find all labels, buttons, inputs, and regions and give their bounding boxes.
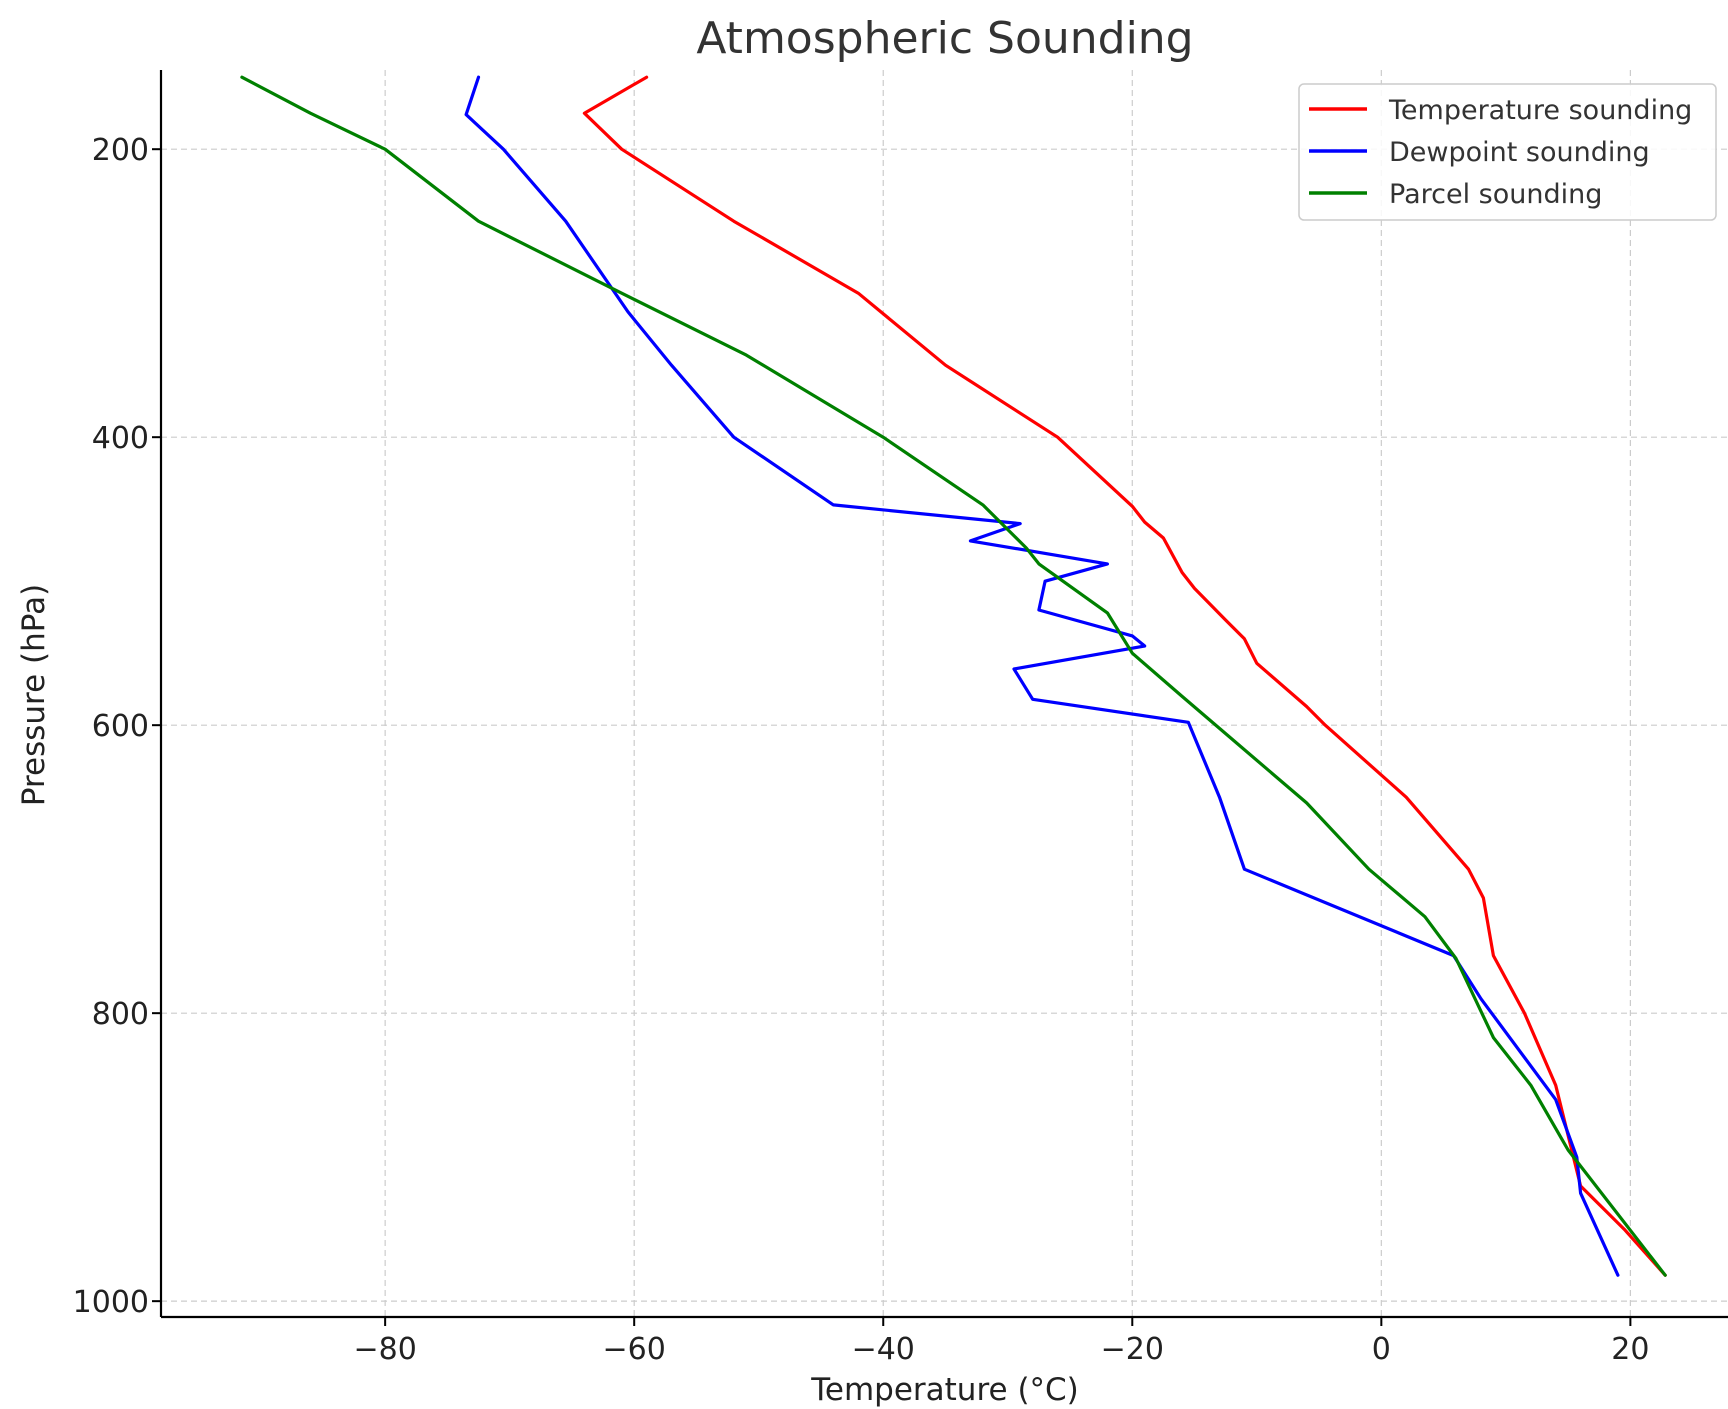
x-tick-label: −20	[1101, 1332, 1164, 1367]
x-tick-label: 20	[1611, 1332, 1649, 1367]
legend-label-parcel: Parcel sounding	[1389, 179, 1602, 210]
legend-label-dewpoint: Dewpoint sounding	[1389, 137, 1650, 168]
legend: Temperature sounding Dewpoint sounding P…	[1298, 83, 1717, 221]
parcel-sounding-line	[240, 75, 1667, 1277]
y-tick-label: 200	[92, 133, 149, 168]
legend-box	[1298, 83, 1717, 221]
dewpoint-sounding-line	[464, 75, 1620, 1277]
y-tick-label: 1000	[73, 1285, 149, 1320]
x-tick-label: −60	[603, 1332, 666, 1367]
chart-title: Atmospheric Sounding	[696, 13, 1193, 64]
x-tick-label: −80	[353, 1332, 416, 1367]
temperature-sounding-line	[582, 75, 1667, 1277]
series-layer	[240, 75, 1667, 1277]
x-tick-label: 0	[1372, 1332, 1391, 1367]
grid-lines	[161, 70, 1728, 1317]
y-tick-label: 800	[92, 997, 149, 1032]
y-axis-label: Pressure (hPa)	[16, 584, 52, 806]
y-tick-label: 400	[92, 421, 149, 456]
axis-ticks: −80 −60 −40 −20 0 20 200 400 600 800 1000	[73, 133, 1650, 1367]
y-tick-label: 600	[92, 709, 149, 744]
x-tick-label: −40	[852, 1332, 915, 1367]
legend-label-temperature: Temperature sounding	[1388, 95, 1692, 126]
x-axis-label: Temperature (°C)	[810, 1372, 1079, 1408]
